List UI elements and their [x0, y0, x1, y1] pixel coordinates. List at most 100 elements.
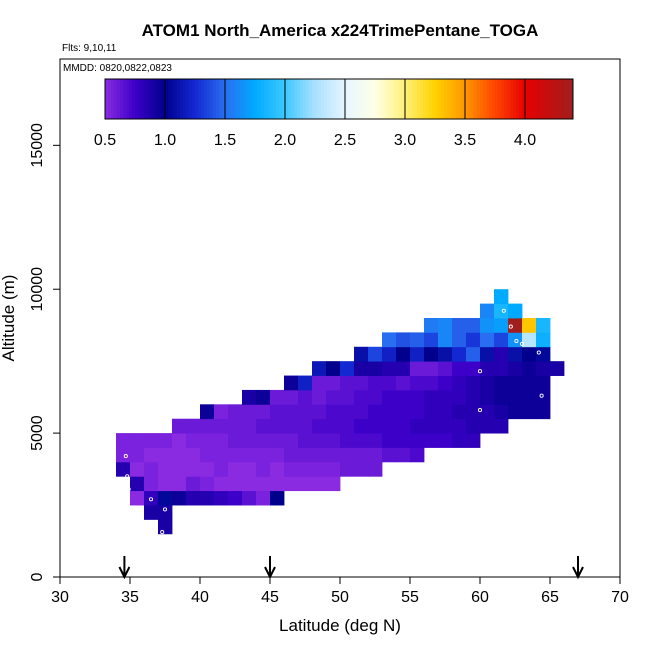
colorbar-segment	[552, 79, 556, 119]
heatmap-cell	[242, 490, 257, 506]
heatmap-cell	[424, 318, 439, 333]
heatmap-cell	[270, 447, 285, 463]
heatmap-cells	[116, 289, 565, 535]
heatmap-cell	[284, 404, 299, 420]
heatmap-cell	[466, 346, 481, 362]
colorbar-segment	[528, 79, 532, 119]
colorbar-segment	[429, 79, 433, 119]
colorbar-segment	[423, 79, 427, 119]
heatmap-cell	[536, 332, 551, 348]
heatmap-cell	[424, 418, 439, 434]
colorbar-segment	[498, 79, 502, 119]
heatmap-cell	[424, 433, 439, 448]
heatmap-cell	[508, 318, 523, 333]
colorbar-segment	[291, 79, 295, 119]
heatmap-cell	[508, 346, 523, 362]
colorbar-segment	[159, 79, 163, 119]
colorbar-segment	[234, 79, 238, 119]
heatmap-cell	[452, 389, 467, 405]
heatmap-cell	[284, 476, 299, 492]
colorbar-segment	[525, 79, 529, 119]
colorbar-segment	[477, 79, 481, 119]
x-arrow-head	[572, 566, 584, 580]
heatmap-cell	[550, 361, 565, 376]
heatmap-cell	[494, 361, 509, 376]
heatmap-cell	[340, 389, 355, 405]
colorbar-segment	[285, 79, 289, 119]
heatmap-cell	[200, 447, 215, 463]
x-tick-label: 65	[541, 589, 559, 606]
colorbar-segment	[507, 79, 511, 119]
heatmap-cell	[158, 447, 173, 463]
heatmap-cell	[270, 476, 285, 492]
heatmap-cell	[200, 476, 215, 492]
colorbar-segment	[360, 79, 364, 119]
colorbar-segment	[504, 79, 508, 119]
heatmap-cell	[228, 447, 243, 463]
heatmap-cell	[480, 418, 495, 434]
colorbar-segment	[270, 79, 274, 119]
heatmap-cell	[410, 389, 425, 405]
colorbar-segment	[279, 79, 283, 119]
heatmap-cell	[284, 433, 299, 448]
colorbar-segment	[195, 79, 199, 119]
heatmap-cell	[228, 404, 243, 420]
colorbar-tick-label: 4.0	[514, 132, 536, 149]
colorbar-segment	[132, 79, 136, 119]
heatmap-cell	[312, 461, 327, 477]
colorbar-segment	[123, 79, 127, 119]
heatmap-cell	[242, 461, 257, 477]
colorbar-segment	[294, 79, 298, 119]
heatmap-cell	[354, 346, 369, 362]
colorbar-segment	[204, 79, 208, 119]
heatmap-cell	[326, 361, 341, 376]
heatmap-cell	[354, 389, 369, 405]
heatmap-cell	[438, 332, 453, 348]
heatmap-cell	[186, 461, 201, 477]
x-tick-label: 70	[611, 589, 629, 606]
heatmap-cell	[480, 318, 495, 333]
heatmap-cell	[270, 490, 285, 506]
heatmap-cell	[312, 433, 327, 448]
x-tick-label: 40	[191, 589, 209, 606]
heatmap-cell	[312, 404, 327, 420]
colorbar-segment	[261, 79, 265, 119]
heatmap-cell	[298, 447, 313, 463]
heatmap-cell	[158, 476, 173, 492]
heatmap-cell	[298, 461, 313, 477]
heatmap-cell	[326, 404, 341, 420]
heatmap-cell	[144, 476, 159, 492]
heatmap-cell	[228, 418, 243, 434]
colorbar-segment	[393, 79, 397, 119]
colorbar-segment	[522, 79, 526, 119]
colorbar-segment	[282, 79, 286, 119]
colorbar-segment	[468, 79, 472, 119]
colorbar-segment	[267, 79, 271, 119]
heatmap-cell	[396, 361, 411, 376]
colorbar-segment	[150, 79, 154, 119]
colorbar-segment	[483, 79, 487, 119]
heatmap-cell	[536, 389, 551, 405]
heatmap-cell	[256, 490, 271, 506]
heatmap-cell	[200, 404, 215, 420]
heatmap-cell	[368, 461, 383, 477]
colorbar-segment	[456, 79, 460, 119]
colorbar-segment	[348, 79, 352, 119]
colorbar-segment	[420, 79, 424, 119]
colorbar-segment	[207, 79, 211, 119]
colorbar-tick-label: 2.0	[274, 132, 296, 149]
colorbar-segment	[492, 79, 496, 119]
heatmap-cell	[242, 476, 257, 492]
heatmap-cell	[536, 404, 551, 420]
heatmap-cell	[298, 476, 313, 492]
colorbar-segment	[117, 79, 121, 119]
heatmap-cell	[396, 433, 411, 448]
colorbar-segment	[513, 79, 517, 119]
heatmap-cell	[382, 375, 397, 391]
heatmap-cell	[480, 404, 495, 420]
heatmap-cell	[284, 418, 299, 434]
sample-marker	[536, 350, 541, 355]
heatmap-cell	[410, 404, 425, 420]
heatmap-cell	[494, 332, 509, 348]
